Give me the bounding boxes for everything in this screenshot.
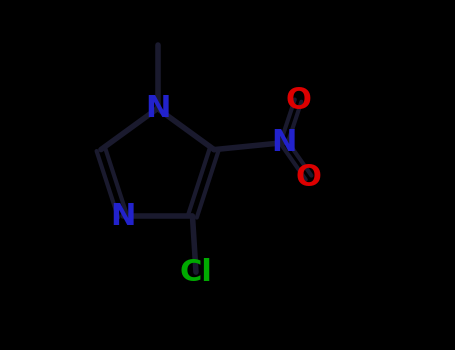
Text: Cl: Cl bbox=[180, 258, 212, 287]
Text: N: N bbox=[110, 202, 135, 231]
Text: N: N bbox=[145, 94, 170, 123]
Text: O: O bbox=[296, 163, 322, 192]
Text: O: O bbox=[285, 86, 311, 115]
Text: N: N bbox=[271, 128, 297, 157]
